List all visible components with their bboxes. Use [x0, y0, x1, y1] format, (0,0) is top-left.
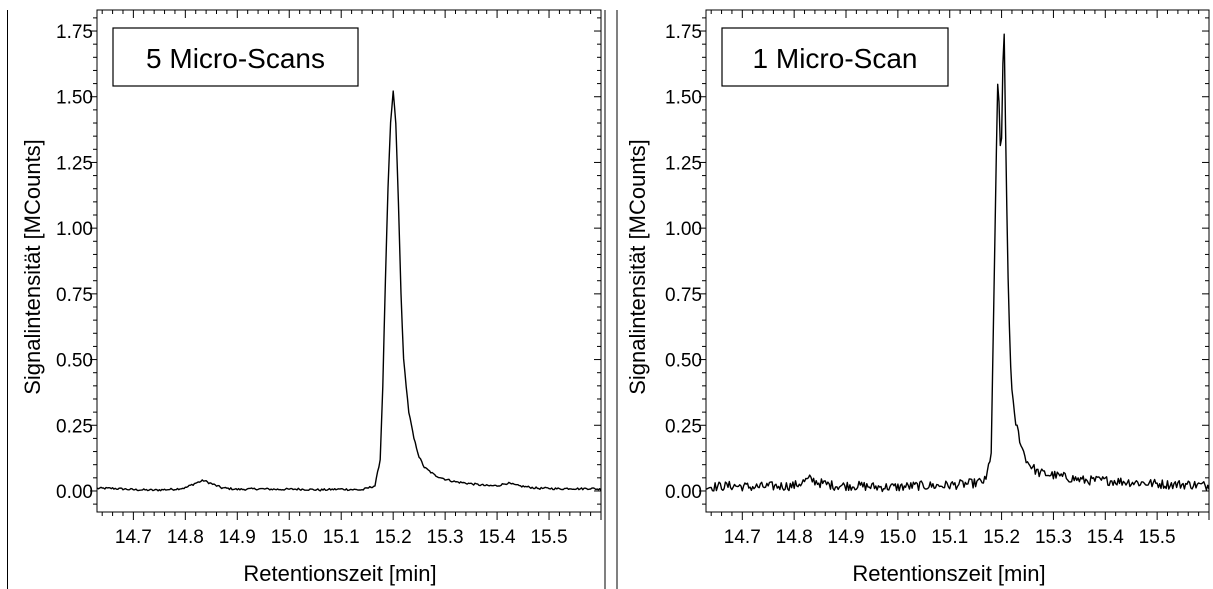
chromatogram-line	[96, 90, 602, 492]
x-tick-label: 15.2	[375, 527, 412, 548]
x-tick-label: 15.5	[1139, 527, 1176, 548]
legend-box	[721, 27, 949, 87]
y-tick-label: 1.25	[56, 153, 93, 174]
x-tick-label: 15.1	[931, 527, 968, 548]
plot-frame	[96, 9, 602, 513]
x-tick-label: 15.4	[1087, 527, 1124, 548]
legend-text: 5 Micro-Scans	[146, 43, 325, 74]
y-tick-label: 1.00	[56, 219, 93, 240]
chart-panel-5-micro-scans: 0.00 0.25 0.50 0.75 1.00 1.25 1.50 1.75 14.7 14.8…	[20, 9, 602, 586]
y-tick-label: 0.00	[665, 482, 702, 503]
x-axis-label: Retentionszeit [min]	[852, 561, 1045, 586]
y-tick-label: 1.50	[56, 88, 93, 109]
y-tick-label: 0.25	[56, 416, 93, 437]
x-tick-label: 15.0	[271, 527, 308, 548]
y-tick-label: 1.50	[665, 88, 702, 109]
x-tick-label: 15.3	[1035, 527, 1072, 548]
x-tick-label: 15.2	[983, 527, 1020, 548]
y-tick-label: 1.75	[56, 22, 93, 43]
x-axis-label: Retentionszeit [min]	[243, 561, 436, 586]
y-tick-label: 0.00	[56, 482, 93, 503]
legend-box	[112, 27, 359, 87]
x-tick-label: 15.1	[323, 527, 360, 548]
y-tick-label: 1.75	[665, 22, 702, 43]
chromatogram-line	[705, 33, 1210, 493]
x-tick-label: 14.7	[724, 527, 761, 548]
plot-frame	[705, 9, 1210, 513]
y-tick-label: 0.25	[665, 416, 702, 437]
chart-panel-1-micro-scan: 0.00 0.25 0.50 0.75 1.00 1.25 1.50 1.75 14.7 14.8…	[625, 9, 1210, 586]
x-tick-label: 15.5	[531, 527, 568, 548]
x-tick-label: 14.8	[776, 527, 813, 548]
y-axis-label: Signalintensität [MCounts]	[625, 139, 650, 395]
x-tick-label: 14.9	[219, 527, 256, 548]
x-tick-label: 14.7	[115, 527, 152, 548]
y-tick-label: 0.50	[665, 351, 702, 372]
x-tick-label: 15.3	[427, 527, 464, 548]
legend-text: 1 Micro-Scan	[753, 43, 918, 74]
y-axis-label: Signalintensität [MCounts]	[20, 139, 45, 395]
y-tick-label: 0.75	[56, 285, 93, 306]
y-tick-label: 0.75	[665, 285, 702, 306]
x-tick-label: 15.0	[879, 527, 916, 548]
y-tick-label: 0.50	[56, 351, 93, 372]
x-tick-label: 14.8	[167, 527, 204, 548]
x-tick-label: 14.9	[828, 527, 865, 548]
x-tick-label: 15.4	[479, 527, 516, 548]
y-tick-label: 1.00	[665, 219, 702, 240]
y-tick-label: 1.25	[665, 153, 702, 174]
